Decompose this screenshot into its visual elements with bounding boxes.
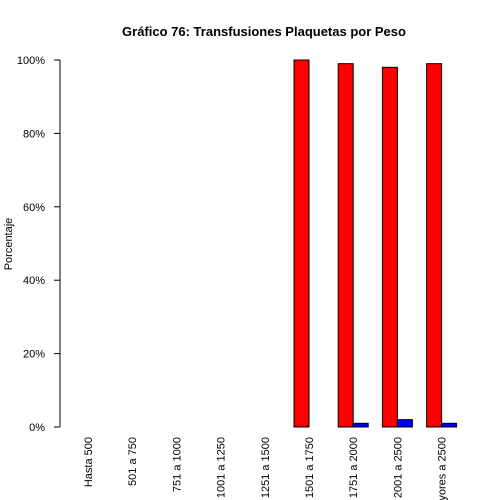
y-tick-label: 0% <box>29 422 45 434</box>
x-tick-label: 1751 a 2000 <box>348 437 360 498</box>
x-tick-label: 1001 a 1250 <box>216 437 228 498</box>
bar-series-2 <box>442 423 457 427</box>
x-axis: Hasta 500 501 a 750 751 a 1000 1001 a 1250 1… <box>83 437 449 500</box>
y-tick-label: 40% <box>23 275 45 287</box>
bar-series-1 <box>294 60 309 427</box>
x-tick-label: 501 a 750 <box>127 437 139 486</box>
y-tick-label: 60% <box>23 202 45 214</box>
x-tick-label: Hasta 500 <box>83 437 95 487</box>
x-tick-label: 751 a 1000 <box>171 437 183 492</box>
bar-series-1 <box>382 67 397 427</box>
x-tick-label: Mayores a 2500 <box>437 437 449 500</box>
y-tick-label: 80% <box>23 128 45 140</box>
bar-series-2 <box>353 423 368 427</box>
y-tick-label: 100% <box>17 55 45 67</box>
chart-title: Gráfico 76: Transfusiones Plaquetas por … <box>122 24 406 39</box>
bars <box>294 60 457 427</box>
x-tick-label: 1501 a 1750 <box>304 437 316 498</box>
x-tick-label: 2001 a 2500 <box>392 437 404 498</box>
y-axis: 0% 20% 40% 60% 80% 100% <box>17 55 60 434</box>
y-axis-label: Porcentaje <box>3 218 15 271</box>
bar-series-2 <box>397 420 412 427</box>
bar-series-1 <box>427 64 442 427</box>
bar-series-1 <box>338 64 353 427</box>
y-tick-label: 20% <box>23 349 45 361</box>
x-tick-label: 1251 a 1500 <box>260 437 272 498</box>
